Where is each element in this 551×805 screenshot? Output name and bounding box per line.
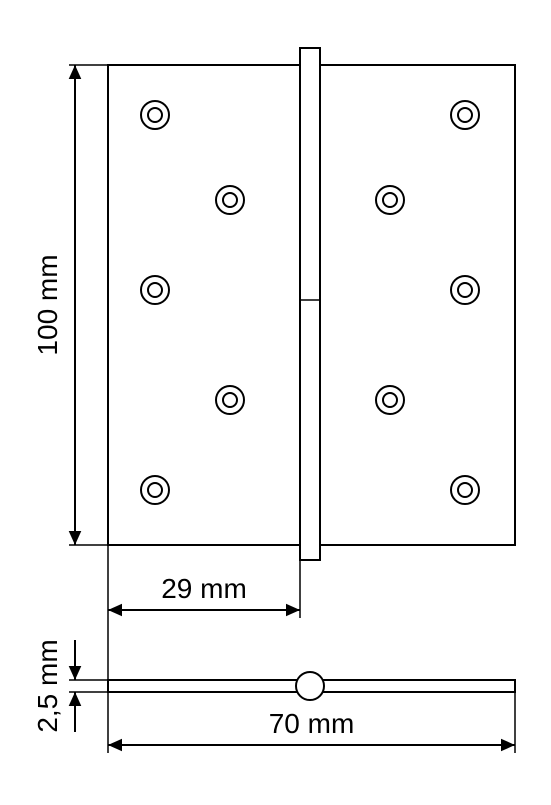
diagram-shape: [300, 48, 320, 560]
dim-leaf-width-label: 29 mm: [161, 573, 247, 604]
dim-full-width-label: 70 mm: [269, 708, 355, 739]
diagram-shape: [296, 672, 324, 700]
diagram-shape: [108, 739, 122, 752]
diagram-shape: [108, 604, 122, 617]
dim-height-label: 100 mm: [32, 254, 63, 355]
dim-thickness-label: 2,5 mm: [32, 639, 63, 732]
diagram-shape: [108, 65, 300, 545]
diagram-shape: [286, 604, 300, 617]
diagram-shape: [320, 65, 515, 545]
diagram-shape: [501, 739, 515, 752]
diagram-shape: [69, 692, 82, 706]
diagram-shape: [69, 65, 82, 79]
diagram-shape: [69, 531, 82, 545]
hinge-technical-drawing: 100 mm 29 mm 2,5 mm 70 mm: [0, 0, 551, 805]
diagram-shape: [69, 666, 82, 680]
